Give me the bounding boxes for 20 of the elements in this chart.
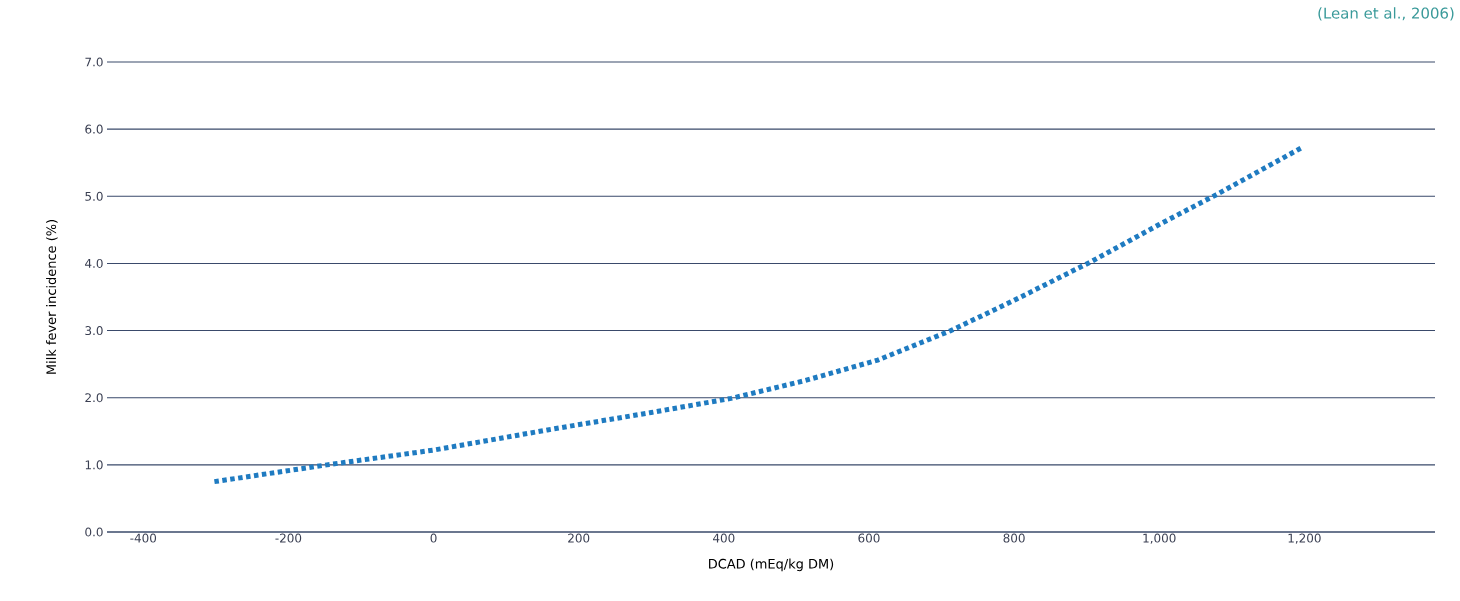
- x-tick-label: 1,000: [1143, 533, 1176, 544]
- x-tick-label: 600: [858, 533, 880, 543]
- y-axis-title: Milk fever incidence (%): [46, 220, 58, 374]
- y-tick-label: 2.0: [85, 393, 103, 403]
- y-tick-label: 1.0: [85, 460, 103, 470]
- x-tick-label: -400: [130, 533, 157, 543]
- x-tick-label: 400: [713, 533, 735, 543]
- x-axis-title: DCAD (mEq/kg DM): [709, 558, 834, 572]
- x-tick-label: 0: [430, 533, 437, 543]
- x-tick-label: 200: [568, 533, 590, 543]
- x-tick-label: 800: [1003, 533, 1025, 543]
- text: (Lean et al., 2006): [1318, 7, 1454, 21]
- y-tick-label: 4.0: [85, 258, 103, 268]
- y-tick-label: 0.0: [85, 527, 103, 537]
- y-tick-label: 7.0: [85, 57, 103, 67]
- x-tick-label: -200: [275, 533, 302, 543]
- y-tick-label: 6.0: [85, 124, 103, 134]
- x-tick-label: 1,200: [1288, 533, 1321, 544]
- y-tick-label: 5.0: [85, 191, 103, 201]
- y-tick-label: 3.0: [85, 326, 103, 336]
